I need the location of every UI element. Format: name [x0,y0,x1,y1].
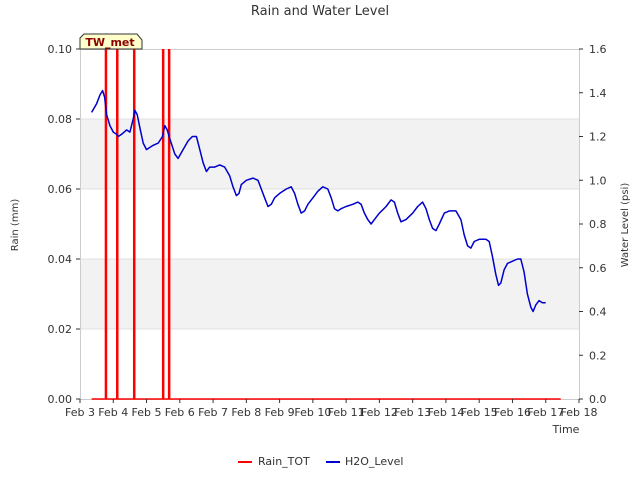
station-badge: TW_met [79,33,143,50]
y-left-tick-label: 0.08 [48,113,73,126]
y-right-tick-label: 1.6 [589,43,607,56]
chart-title: Rain and Water Level [251,4,389,19]
rain-spike [104,49,108,399]
x-tick-label: Feb 6 [165,406,195,419]
legend-rain-label: Rain_TOT [258,455,310,468]
x-tick-label: Feb 7 [198,406,228,419]
x-tick-label: Feb 5 [132,406,162,419]
y-left-tick-label: 0.10 [48,43,73,56]
x-tick-label: Feb 15 [461,406,498,419]
x-tick-label: Feb 14 [427,406,464,419]
x-tick-label: Feb 16 [494,406,531,419]
x-tick-label: Feb 10 [294,406,331,419]
h2o-series [90,89,546,313]
y-axis-left-label: Rain (mm) [10,199,21,252]
y-left-tick-label: 0.04 [48,253,73,266]
y-left-tick-label: 0.06 [48,183,73,196]
y-left-tick-label: 0.02 [48,323,73,336]
legend-h2o-label: H2O_Level [345,455,403,468]
y-axis-right-label: Water Level (psi) [620,183,631,268]
y-right-tick-label: 0.4 [589,306,607,319]
y-axis-left: 0.00 0.02 0.04 0.06 0.08 0.10 [48,43,80,406]
x-tick-label: Feb 11 [328,406,365,419]
legend: Rain_TOT H2O_Level [238,455,403,468]
x-tick-label: Feb 8 [231,406,261,419]
x-tick-label: Feb 3 [65,406,95,419]
rain-series [91,49,561,400]
plot-bands [80,118,579,330]
y-left-tick-label: 0.00 [48,393,73,406]
rain-spike [161,49,165,399]
y-right-tick-label: 0.0 [589,393,607,406]
y-right-tick-label: 1.2 [589,131,607,144]
x-tick-label: Feb 9 [265,406,295,419]
y-right-tick-label: 1.0 [589,174,607,187]
x-tick-label: Feb 18 [561,406,598,419]
h2o-line [90,89,546,313]
x-tick-label: Feb 13 [394,406,431,419]
y-right-tick-label: 0.2 [589,349,607,362]
y-right-tick-label: 0.6 [589,262,607,275]
x-tick-label: Feb 4 [98,406,128,419]
rain-spike [116,49,119,399]
rain-spike [167,49,171,399]
y-right-tick-label: 0.8 [589,218,607,231]
y-axis-right: 0.0 0.2 0.4 0.6 0.8 1.0 1.2 1.4 1.6 [579,43,607,406]
x-tick-label: Feb 12 [361,406,398,419]
y-right-tick-label: 1.4 [589,87,607,100]
station-badge-label: TW_met [85,36,134,49]
x-tick-label: Feb 17 [527,406,564,419]
grid-band [80,119,579,189]
x-axis: Feb 3 Feb 4 Feb 5 Feb 6 Feb 7 Feb 8 Feb 9 Feb 1… [65,399,597,419]
x-axis-label: Time [552,423,580,436]
plot-area-border [80,49,580,400]
rain-spike [132,49,136,399]
